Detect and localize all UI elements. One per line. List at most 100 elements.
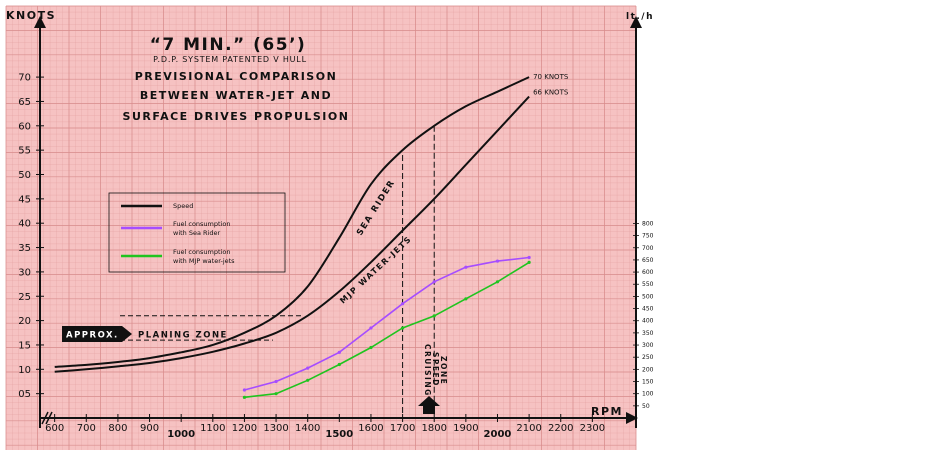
fuel-point-3 xyxy=(464,297,468,301)
x-tick-label: 1400 xyxy=(295,423,320,434)
fuel-point-2 xyxy=(464,265,468,269)
y2-tick-labels: 50 100 150 200 250 300 350 400 450 500 550 600 650 70… xyxy=(633,220,654,410)
fuel-point-3 xyxy=(495,280,500,284)
x-tick-label: 1300 xyxy=(263,423,288,434)
y2-tick-label: 400 xyxy=(642,318,654,325)
fuel-point-3 xyxy=(527,260,531,264)
chart-title: “7 MIN.” (65’) xyxy=(150,35,307,55)
x-tick-label: 1500 xyxy=(325,429,353,440)
y-tick-label: 30 xyxy=(18,267,31,278)
x-tick-label: 2300 xyxy=(580,423,605,434)
end-label-70-knots: 70 KNOTS xyxy=(533,73,569,81)
heading-line-1: PREVISIONAL COMPARISON xyxy=(135,70,338,83)
y2-tick-label: 500 xyxy=(642,293,654,300)
y2-tick-label: 150 xyxy=(642,379,654,386)
y2-tick-label: 200 xyxy=(642,366,654,373)
x-tick-label: 600 xyxy=(45,423,64,434)
fuel-point-2 xyxy=(400,302,405,306)
fuel-point-2 xyxy=(527,255,531,260)
y-tick-label: 40 xyxy=(18,219,31,230)
cruising-zone-line-1: CRUISING xyxy=(423,344,432,397)
x-tick-label: 1000 xyxy=(167,429,195,440)
fuel-line-3 xyxy=(244,261,530,399)
y-tick-label: 65 xyxy=(18,97,31,108)
y2-tick-label: 800 xyxy=(642,220,654,227)
y-tick-label: 05 xyxy=(18,389,31,400)
x-tick-label: 1200 xyxy=(232,423,257,434)
cruising-zone-line-2: SPEED xyxy=(431,352,440,387)
legend-label-fuel-mjp-2: with MJP water-jets xyxy=(173,257,235,265)
legend: Speed Fuel consumption with Sea Rider Fu… xyxy=(108,192,286,273)
y-tick-label: 10 xyxy=(18,365,31,376)
y2-tick-label: 450 xyxy=(642,306,654,313)
y-tick-labels: 05 10 15 20 25 30 35 40 45 50 55 60 65 70 xyxy=(18,73,44,400)
fuel-point-3 xyxy=(274,392,278,396)
x-tick-label: 2100 xyxy=(516,423,541,434)
x-tick-labels: 600 700 800 900 1000 1100 1200 1300 1400 1500 1600… xyxy=(45,414,605,440)
fuel-point-3 xyxy=(242,395,247,399)
fuel-point-3 xyxy=(432,314,436,318)
y-tick-label: 45 xyxy=(18,194,31,205)
fuel-point-2 xyxy=(369,326,373,330)
x-tick-label: 900 xyxy=(140,423,159,434)
y-tick-label: 70 xyxy=(18,73,31,84)
cruising-zone-arrow xyxy=(418,396,440,414)
fuel-point-2 xyxy=(495,259,500,263)
x-tick-label: 700 xyxy=(77,423,96,434)
approx-arrow-shape xyxy=(62,326,132,342)
y2-tick-label: 550 xyxy=(642,281,654,288)
y2-tick-label: 100 xyxy=(642,391,654,398)
y-tick-label: 50 xyxy=(18,170,31,181)
cruising-zone-line-3: ZONE xyxy=(439,356,448,385)
x-tick-label: 2200 xyxy=(548,423,573,434)
chart-subtitle: P.D.P. SYSTEM PATENTED V HULL xyxy=(153,55,307,64)
approx-label: APPROX. xyxy=(66,331,119,341)
legend-label-fuel-sea-rider-2: with Sea Rider xyxy=(173,229,220,237)
cruising-speed-zone: CRUISING SPEED ZONE xyxy=(402,125,448,414)
x-tick-label: 1700 xyxy=(390,423,415,434)
fuel-point-3 xyxy=(369,345,373,350)
planing-zone: APPROX. PLANING ZONE xyxy=(62,315,304,342)
fuel-point-2 xyxy=(337,350,341,354)
y2-tick-label: 650 xyxy=(642,257,654,264)
x-tick-label: 2000 xyxy=(484,429,512,440)
fuel-point-2 xyxy=(242,388,247,392)
y-tick-label: 55 xyxy=(18,146,31,157)
legend-label-fuel-mjp-1: Fuel consumption xyxy=(173,248,230,256)
y2-tick-label: 50 xyxy=(642,403,650,410)
y-tick-label: 15 xyxy=(18,340,31,351)
legend-label-speed: Speed xyxy=(173,202,193,210)
fuel-point-2 xyxy=(306,366,310,370)
y-axis-label: KNOTS xyxy=(6,9,56,22)
x-axis-break xyxy=(41,411,53,425)
series-layer xyxy=(54,76,531,399)
end-label-66-knots: 66 KNOTS xyxy=(533,89,569,97)
fuel-point-3 xyxy=(400,326,405,330)
y2-tick-label: 600 xyxy=(642,269,654,276)
y-tick-label: 60 xyxy=(18,121,31,132)
x-tick-label: 1100 xyxy=(200,423,225,434)
y-tick-label: 20 xyxy=(18,316,31,327)
speed-line-1 xyxy=(54,95,530,373)
y2-tick-label: 750 xyxy=(642,233,654,240)
fuel-point-2 xyxy=(432,280,436,284)
y2-tick-label: 700 xyxy=(642,245,654,252)
legend-label-fuel-sea-rider-1: Fuel consumption xyxy=(173,220,230,228)
x-tick-label: 800 xyxy=(108,423,127,434)
fuel-point-3 xyxy=(337,362,341,367)
fuel-line-2 xyxy=(244,256,530,391)
y2-tick-label: 350 xyxy=(642,330,654,337)
fuel-point-2 xyxy=(274,379,278,384)
heading-line-3: SURFACE DRIVES PROPULSION xyxy=(123,110,350,123)
x-tick-label: 1600 xyxy=(358,423,383,434)
y-tick-label: 25 xyxy=(18,292,31,303)
x-tick-label: 1900 xyxy=(453,423,478,434)
y2-tick-label: 250 xyxy=(642,354,654,361)
heading-line-2: BETWEEN WATER-JET AND xyxy=(140,89,332,102)
x-axis-label: RPM xyxy=(591,405,623,418)
legend-box xyxy=(108,192,286,273)
speed-line-0 xyxy=(54,76,530,368)
y2-axis-label: lt./h xyxy=(626,12,654,22)
x-tick-label: 1800 xyxy=(421,423,446,434)
